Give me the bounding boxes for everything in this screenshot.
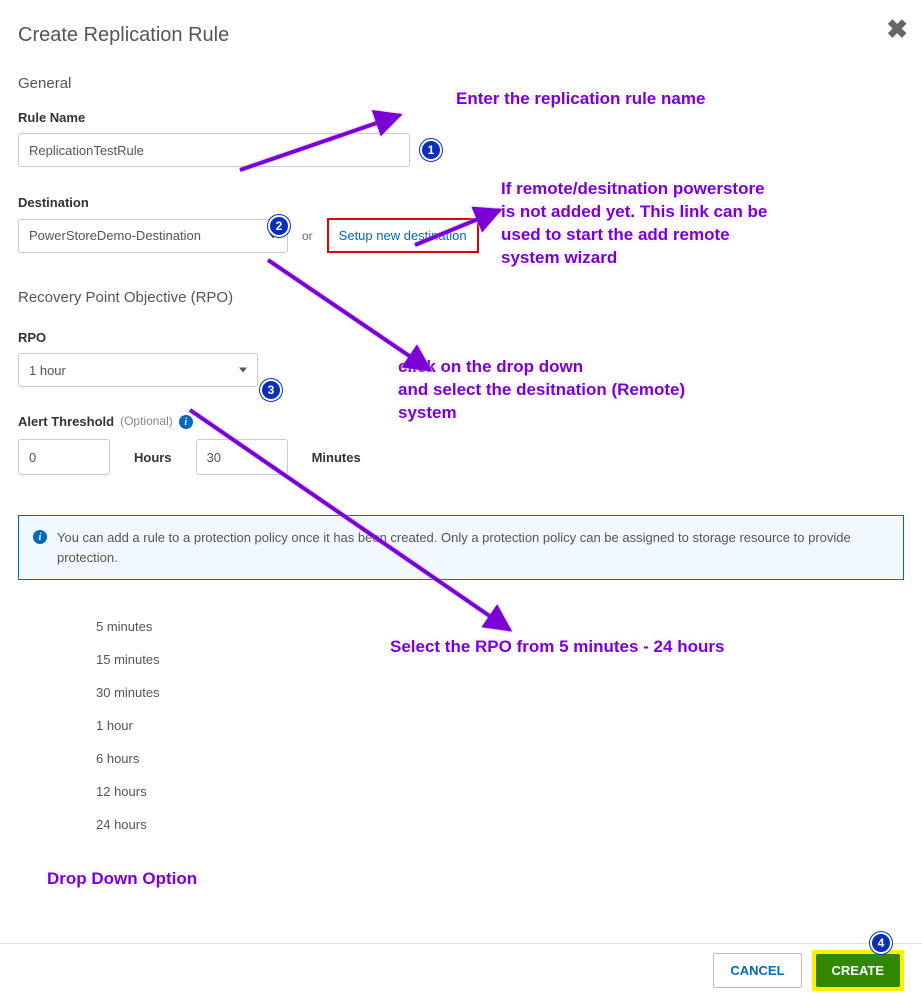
info-icon: i xyxy=(33,530,47,544)
create-button[interactable]: CREATE xyxy=(816,954,900,987)
info-banner: i You can add a rule to a protection pol… xyxy=(18,515,904,580)
step-badge: 3 xyxy=(260,379,282,401)
destination-selected: PowerStoreDemo-Destination xyxy=(29,228,201,243)
section-rpo: Recovery Point Objective (RPO) xyxy=(18,289,904,306)
step-badge: 1 xyxy=(420,139,442,161)
rule-name-input[interactable] xyxy=(18,133,410,167)
destination-select[interactable]: PowerStoreDemo-Destination xyxy=(18,219,288,253)
destination-label: Destination xyxy=(18,195,904,210)
rpo-option[interactable]: 6 hours xyxy=(96,742,904,775)
rpo-options-list: 5 minutes 15 minutes 30 minutes 1 hour 6… xyxy=(96,610,904,841)
or-text: or xyxy=(302,229,313,243)
rule-name-label: Rule Name xyxy=(18,110,904,125)
setup-new-destination-link[interactable]: Setup new destination xyxy=(327,218,479,253)
chevron-down-icon xyxy=(239,368,247,373)
dialog-footer: CANCEL CREATE xyxy=(0,943,922,997)
rpo-option[interactable]: 30 minutes xyxy=(96,676,904,709)
rpo-select[interactable]: 1 hour xyxy=(18,353,258,387)
create-highlight: CREATE xyxy=(812,950,904,991)
annotation-text: Drop Down Option xyxy=(47,868,197,891)
cancel-button[interactable]: CANCEL xyxy=(713,953,801,988)
rpo-option[interactable]: 24 hours xyxy=(96,808,904,841)
alert-minutes-input[interactable] xyxy=(196,439,288,475)
dialog-title: Create Replication Rule xyxy=(18,24,904,47)
rpo-option[interactable]: 1 hour xyxy=(96,709,904,742)
rpo-label: RPO xyxy=(18,330,904,345)
close-icon[interactable]: ✖ xyxy=(886,16,908,42)
rpo-option[interactable]: 12 hours xyxy=(96,775,904,808)
info-icon[interactable]: i xyxy=(179,415,193,429)
rpo-option[interactable]: 15 minutes xyxy=(96,643,904,676)
alert-hours-input[interactable] xyxy=(18,439,110,475)
rpo-selected: 1 hour xyxy=(29,363,66,378)
minutes-label: Minutes xyxy=(312,450,361,465)
alert-threshold-label: Alert Threshold (Optional) i xyxy=(18,413,904,429)
hours-label: Hours xyxy=(134,450,172,465)
section-general: General xyxy=(18,75,904,92)
info-text: You can add a rule to a protection polic… xyxy=(57,528,889,567)
create-replication-rule-dialog: Create Replication Rule ✖ General Rule N… xyxy=(0,0,922,997)
rpo-option[interactable]: 5 minutes xyxy=(96,610,904,643)
chevron-down-icon xyxy=(269,233,277,238)
optional-text: (Optional) xyxy=(120,414,173,428)
